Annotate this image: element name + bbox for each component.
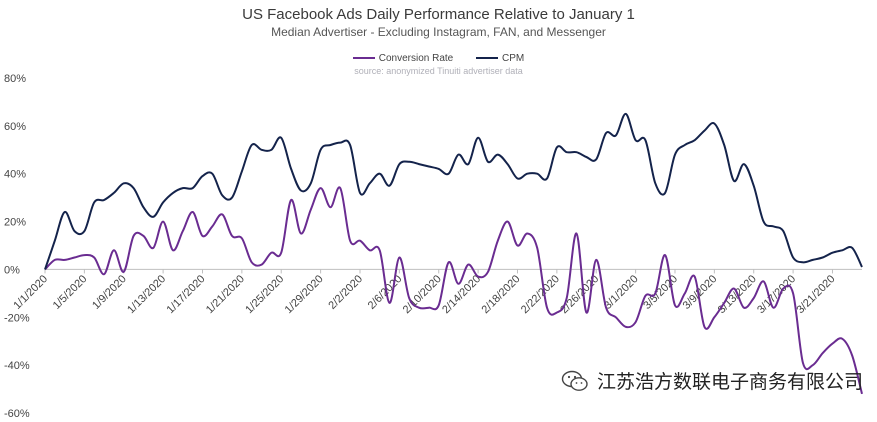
x-tick-label: 2/22/2020 <box>519 273 562 316</box>
y-tick-label: -60% <box>4 408 30 420</box>
x-tick-label: 3/1/2020 <box>602 273 641 312</box>
chart-legend: Conversion Rate CPM <box>0 51 877 64</box>
x-tick-label: 1/29/2020 <box>283 273 326 316</box>
y-tick-label: 80% <box>4 73 26 85</box>
x-tick-label: 1/21/2020 <box>204 273 247 316</box>
x-tick-label: 1/25/2020 <box>243 273 286 316</box>
y-tick-label: 20% <box>4 217 26 229</box>
legend-item-conversion-rate: Conversion Rate <box>352 52 454 64</box>
y-axis: -60% -40% -20% 0% 20% 40% 60% 80% <box>4 73 30 420</box>
series-line-cpm <box>44 112 863 270</box>
x-tick-label: 1/13/2020 <box>125 273 168 316</box>
y-tick-label: -40% <box>4 360 30 372</box>
x-tick-label: 2/18/2020 <box>480 273 523 316</box>
x-tick-label: 1/1/2020 <box>11 273 50 312</box>
watermark: 江苏浩方数联电子商务有限公司 <box>561 367 863 394</box>
x-tick-label: 2/26/2020 <box>558 273 601 316</box>
chart-subtitle: Median Advertiser - Excluding Instagram,… <box>271 25 606 39</box>
legend-label-cpm: CPM <box>502 52 525 64</box>
y-tick-label: 40% <box>4 169 26 181</box>
y-tick-label: 60% <box>4 121 26 133</box>
legend-swatch-conversion-rate <box>352 57 375 59</box>
y-tick-label: 0% <box>4 264 20 276</box>
watermark-text: 江苏浩方数联电子商务有限公司 <box>596 371 863 393</box>
series-lines <box>44 112 863 395</box>
wechat-icon <box>561 370 588 391</box>
y-tick-label: -20% <box>4 312 30 324</box>
chart-title: US Facebook Ads Daily Performance Relati… <box>242 6 635 23</box>
x-tick-label: 2/2/2020 <box>326 273 365 312</box>
x-tick-label: 3/17/2020 <box>755 273 798 316</box>
chart-source: source: anonymized Tinuiti advertiser da… <box>354 66 523 76</box>
legend-item-cpm: CPM <box>476 53 524 64</box>
x-tick-label: 3/21/2020 <box>795 273 838 316</box>
x-tick-label: 1/17/2020 <box>165 273 208 316</box>
x-tick-label: 1/5/2020 <box>51 273 90 312</box>
legend-label-conversion-rate: Conversion Rate <box>378 52 454 64</box>
x-tick-label: 1/9/2020 <box>90 273 129 312</box>
legend-swatch-cpm <box>476 57 499 59</box>
series-line-conversion-rate <box>44 186 863 395</box>
